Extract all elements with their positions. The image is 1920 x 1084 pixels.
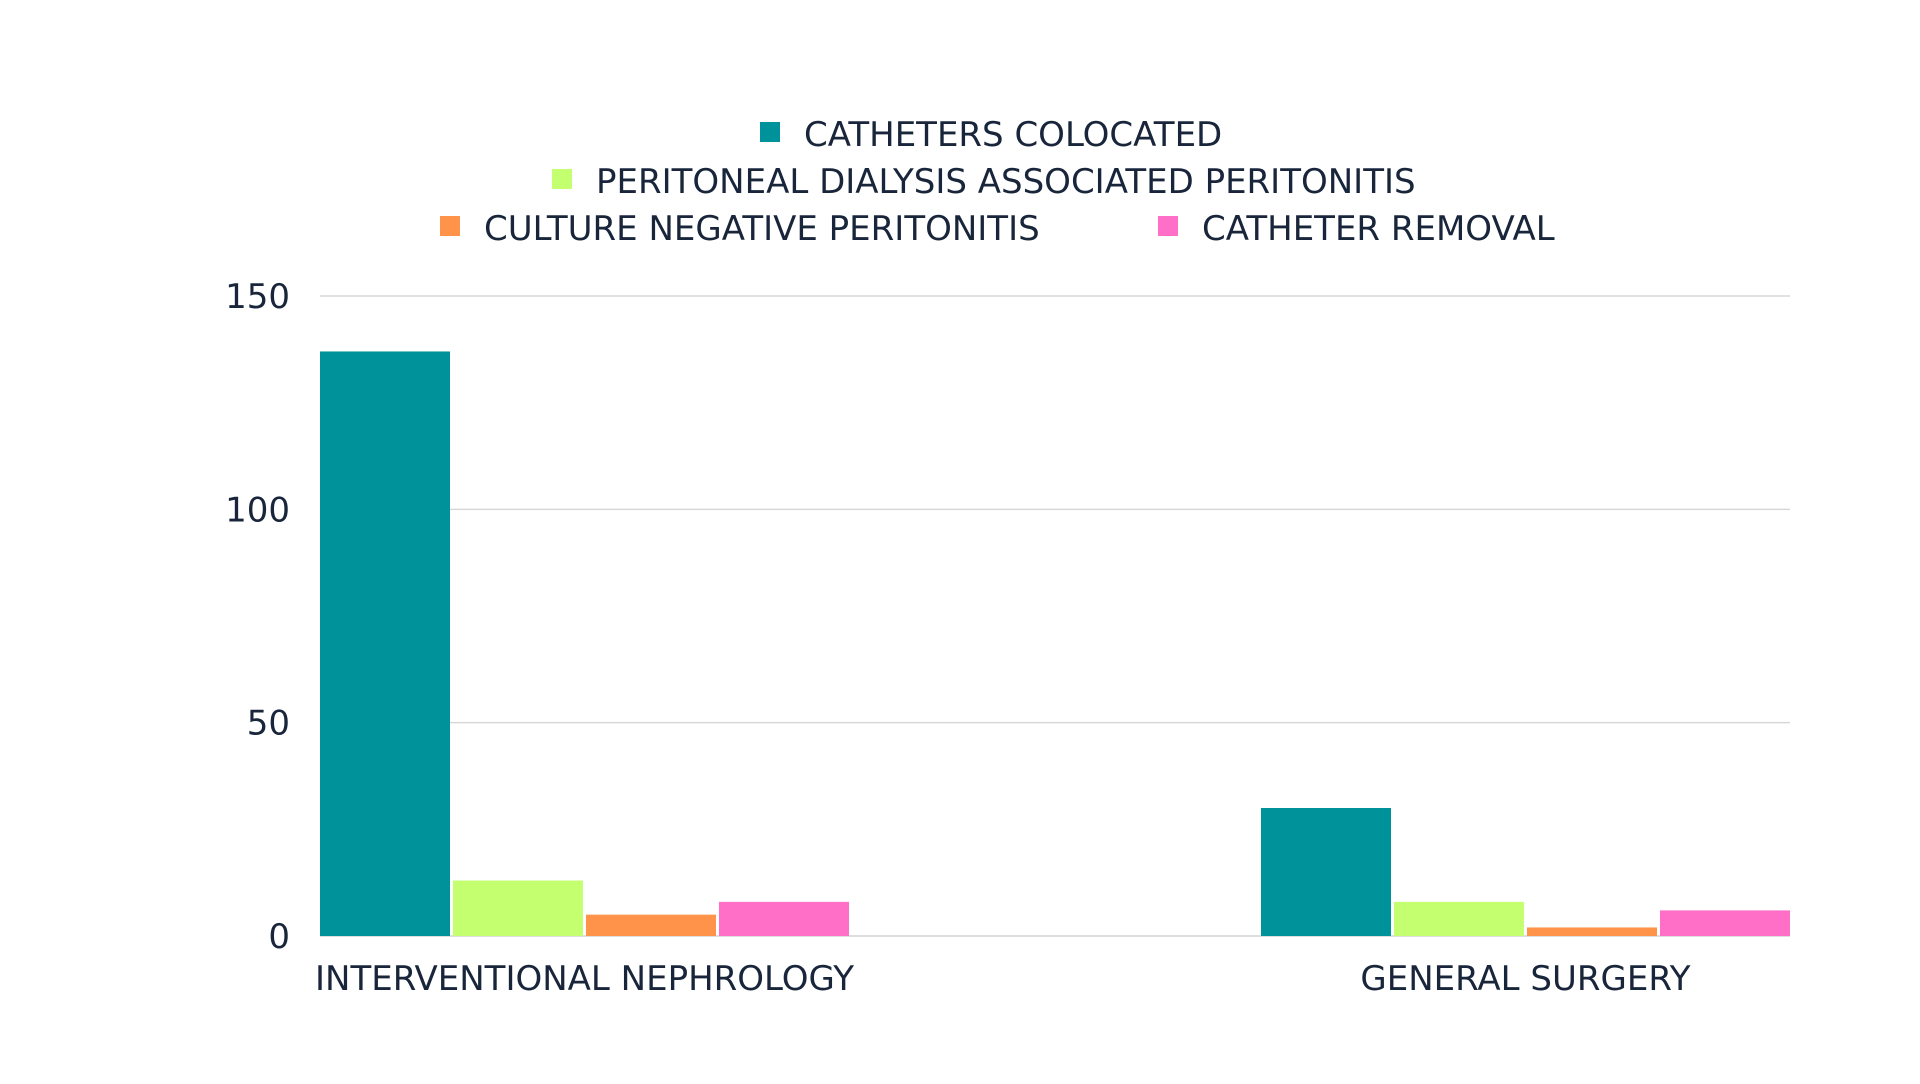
y-tick-label: 150 (225, 277, 290, 317)
legend-item-catheters-colocated: CATHETERS COLOCATED (760, 115, 1222, 155)
x-category-label: INTERVENTIONAL NEPHROLOGY (315, 959, 854, 999)
legend-item-culture-negative-peritonitis: CULTURE NEGATIVE PERITONITIS (440, 209, 1040, 249)
legend-label: CATHETER REMOVAL (1202, 209, 1555, 249)
legend-label: PERITONEAL DIALYSIS ASSOCIATED PERITONIT… (596, 162, 1416, 202)
axes: 0 50 100 150 INTERVENTIONAL NEPHROLOGY GENERA… (225, 277, 1691, 999)
y-tick-label: 100 (225, 490, 290, 530)
bar-catheter-removal-general-surgery (1660, 910, 1790, 936)
bar-peritoneal-dialysis-associated-peritonitis-interventional-nephrology (453, 880, 583, 936)
x-category-label: GENERAL SURGERY (1360, 959, 1690, 999)
bar-culture-negative-peritonitis-interventional-nephrology (586, 914, 716, 936)
y-tick-label: 50 (247, 704, 290, 744)
bar-peritoneal-dialysis-associated-peritonitis-general-surgery (1394, 901, 1524, 936)
bars (320, 351, 1790, 936)
bar-catheter-removal-interventional-nephrology (719, 901, 849, 936)
bar-catheters-colocated-interventional-nephrology (320, 351, 450, 936)
legend-swatch (440, 216, 460, 236)
legend-swatch (760, 122, 780, 142)
bar-catheters-colocated-general-surgery (1261, 808, 1391, 936)
legend-swatch (552, 169, 572, 189)
legend-item-catheter-removal: CATHETER REMOVAL (1158, 209, 1555, 249)
y-tick-label: 0 (268, 917, 290, 957)
legend-label: CULTURE NEGATIVE PERITONITIS (484, 209, 1040, 249)
legend-item-peritoneal-dialysis-associated-peritonitis: PERITONEAL DIALYSIS ASSOCIATED PERITONIT… (552, 162, 1416, 202)
gridlines (320, 295, 1790, 937)
legend: CATHETERS COLOCATED PERITONEAL DIALYSIS A… (440, 115, 1555, 249)
legend-label: CATHETERS COLOCATED (804, 115, 1222, 155)
legend-swatch (1158, 216, 1178, 236)
bar-culture-negative-peritonitis-general-surgery (1527, 927, 1657, 936)
